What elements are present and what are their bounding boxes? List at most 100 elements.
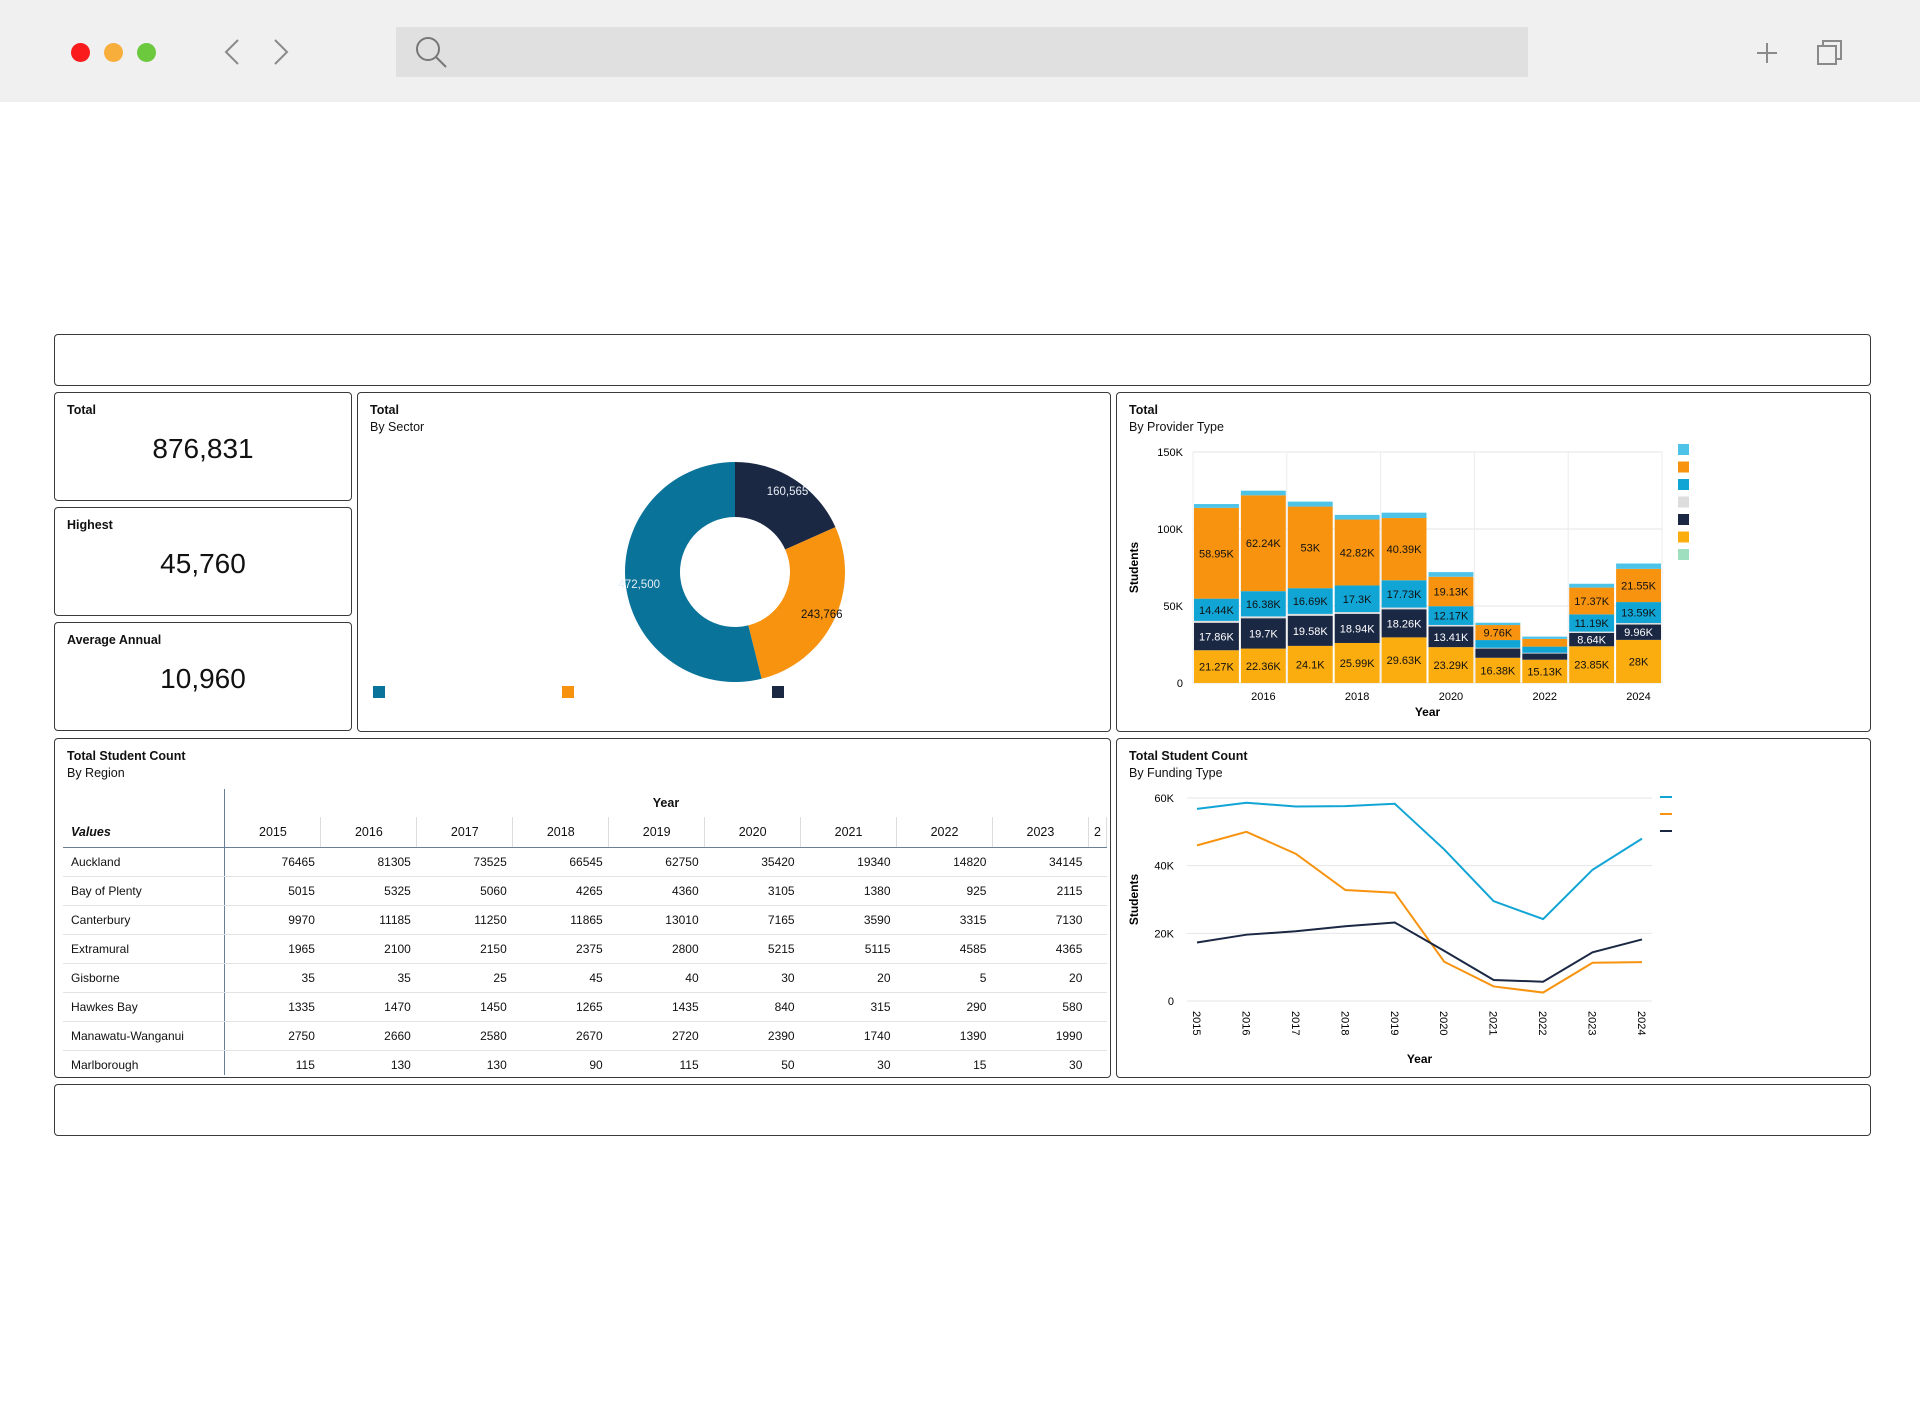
value-cell: 580: [992, 992, 1089, 1022]
bar-data-label: 53K: [1300, 542, 1320, 554]
value-cell: 2670: [512, 1021, 609, 1051]
kpi-card-average-annual: Average Annual 10,960: [54, 622, 352, 731]
y-tick-label: 0: [1177, 678, 1183, 690]
value-cell: [1088, 963, 1107, 993]
x-axis-label: Year: [1415, 705, 1441, 719]
column-header[interactable]: 2021: [800, 817, 898, 848]
value-cell: 1470: [320, 992, 417, 1022]
bar-data-label: 14.44K: [1199, 605, 1235, 617]
bar-segment: [1334, 613, 1380, 643]
kpi-card-total: Total 876,831: [54, 392, 352, 501]
bar-data-label: 19.58K: [1293, 626, 1329, 638]
bar-data-label: 13.59K: [1621, 608, 1657, 620]
column-header[interactable]: 2018: [512, 817, 610, 848]
legend-swatch: [1678, 444, 1689, 455]
bar-segment: [1475, 647, 1521, 649]
plus-icon: [1757, 43, 1777, 63]
value-cell: 115: [224, 1050, 321, 1075]
bar-data-label: 18.94K: [1340, 623, 1376, 635]
bar-segment: [1428, 572, 1474, 577]
value-cell: 1450: [416, 992, 513, 1022]
bar-data-label: 29.63K: [1387, 655, 1423, 667]
bar-segment: [1428, 606, 1474, 625]
table-row: Canterbury 9970 11185 11250 11865 13010 7165 35…: [63, 905, 1107, 935]
column-header[interactable]: 2023: [992, 817, 1089, 848]
bar-data-label: 9.76K: [1483, 628, 1512, 640]
column-header[interactable]: 2019: [608, 817, 706, 848]
bar-segment: [1287, 615, 1333, 646]
bar-segment: [1428, 576, 1474, 607]
forward-button[interactable]: [265, 32, 295, 72]
url-input[interactable]: [466, 27, 1506, 77]
kpi-card-highest: Highest 45,760: [54, 507, 352, 616]
value-cell: 315: [800, 992, 897, 1022]
region-cell: Marlborough: [63, 1050, 226, 1075]
new-tab-button[interactable]: [1752, 38, 1782, 68]
bar-segment: [1475, 640, 1521, 648]
value-cell: [1088, 1050, 1107, 1075]
bar-data-label: 19.13K: [1434, 586, 1470, 598]
legend-swatch: [772, 686, 784, 698]
funding-chart-panel: Total Student Count By Funding Type 0 20K…: [1116, 738, 1871, 1078]
column-header[interactable]: 2016: [320, 817, 418, 848]
value-cell: [1088, 992, 1107, 1022]
column-header[interactable]: 2017: [416, 817, 514, 848]
region-table-scroll[interactable]: Year Values 2015 2016 2017 2018 2019 2020 2021…: [63, 789, 1107, 1075]
sector-chart-panel: Total By Sector 160,565 243,766 472,500: [357, 392, 1111, 732]
bar-segment: [1334, 585, 1380, 613]
x-axis-label: Year: [1407, 1052, 1433, 1066]
bar-segment: [1381, 609, 1427, 638]
bar-segment: [1569, 614, 1615, 632]
bar-segment: [1616, 639, 1661, 683]
bar-segment: [1334, 519, 1380, 586]
minimize-window-button[interactable]: [104, 43, 123, 62]
column-header[interactable]: 2015: [224, 817, 322, 848]
value-cell: 1335: [224, 992, 321, 1022]
bar-segment: [1569, 587, 1615, 615]
kpi-label: Total: [67, 403, 96, 417]
column-header[interactable]: 2: [1088, 817, 1107, 848]
bar-segment: [1240, 616, 1286, 619]
close-window-button[interactable]: [71, 43, 90, 62]
value-cell: 20: [992, 963, 1089, 993]
back-button[interactable]: [218, 32, 248, 72]
value-cell: 2800: [608, 934, 705, 964]
chart-title: Total: [1129, 403, 1158, 417]
bar-segment: [1381, 637, 1427, 683]
value-cell: 1380: [800, 876, 897, 906]
bar-segment: [1616, 563, 1661, 569]
value-cell: 13010: [608, 905, 705, 935]
bar-data-label: 17.3K: [1343, 594, 1372, 606]
tabs-overview-button[interactable]: [1815, 38, 1845, 68]
x-tick-label: 2019: [1388, 1011, 1400, 1035]
provider-chart-panel: Total By Provider Type 0 50K 100K 150K 21.27…: [1116, 392, 1871, 732]
value-cell: 5: [896, 963, 993, 993]
bar-data-label: 17.86K: [1199, 631, 1235, 643]
address-bar[interactable]: [396, 27, 1528, 77]
value-cell: [1088, 1021, 1107, 1051]
bar-segment: [1194, 622, 1239, 651]
donut-data-label: 160,565: [767, 486, 809, 498]
value-cell: 34145: [992, 847, 1089, 877]
legend-swatch: [1678, 514, 1689, 525]
line-series: [1196, 921, 1643, 983]
value-cell: 290: [896, 992, 993, 1022]
y-tick-label: 100K: [1157, 524, 1183, 536]
search-icon: [416, 37, 447, 68]
column-header[interactable]: 2022: [896, 817, 993, 848]
x-tick-label: 2020: [1439, 691, 1463, 703]
bar-segment: [1194, 507, 1239, 599]
region-table: Year Values 2015 2016 2017 2018 2019 2020 2021…: [63, 789, 1107, 1075]
bar-segment: [1194, 598, 1239, 621]
column-header[interactable]: 2020: [704, 817, 802, 848]
maximize-window-button[interactable]: [137, 43, 156, 62]
value-cell: 11250: [416, 905, 513, 935]
bar-segment: [1334, 612, 1380, 614]
value-cell: 2115: [992, 876, 1089, 906]
value-cell: 30: [992, 1050, 1089, 1075]
chart-subtitle: By Sector: [370, 420, 425, 434]
bar-segment: [1240, 648, 1286, 683]
value-cell: 73525: [416, 847, 513, 877]
kpi-value: 45,760: [160, 548, 246, 579]
y-tick-label: 40K: [1154, 861, 1174, 873]
